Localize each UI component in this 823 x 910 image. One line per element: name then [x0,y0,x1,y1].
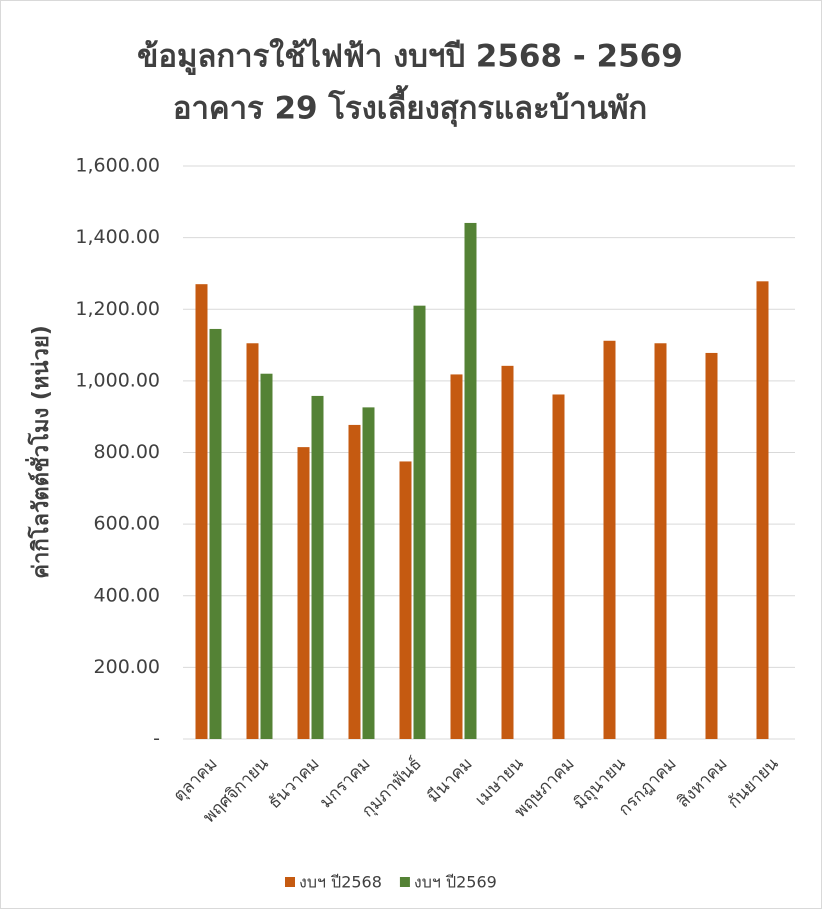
bar [311,395,324,739]
bar [209,328,222,739]
y-tick-label: 1,000.00 [75,369,160,391]
bar [413,305,426,739]
bar [501,365,514,739]
y-tick-label: - [153,728,160,750]
y-tick-label: 400.00 [94,584,160,606]
chart-title: อาคาร 29 โรงเลี้ยงสุกรและบ้านพัก [173,85,647,128]
y-tick-label: 600.00 [94,513,160,535]
bar [260,373,273,739]
bar [552,394,565,739]
bar [348,424,361,739]
y-tick-label: 200.00 [94,656,160,678]
bar [399,461,412,739]
bar [654,343,667,739]
y-tick-label: 1,400.00 [75,226,160,248]
legend-label: งบฯ ปี2568 [299,873,382,892]
legend-swatch [399,877,410,887]
legend-swatch [285,877,295,887]
y-tick-label: 1,200.00 [75,298,160,320]
bar [464,222,477,739]
bar [450,374,463,739]
bar [756,281,769,739]
y-axis-label: ค่ากิโลวัตต์ชั่วโมง (หน่วย) [24,325,54,579]
bar [297,447,310,739]
y-tick-label: 1,600.00 [75,155,160,177]
chart-title: ข้อมูลการใช้ไฟฟ้า งบฯปี 2568 - 2569 [137,38,683,76]
bar [246,343,259,739]
bar [195,284,208,739]
y-tick-label: 800.00 [94,441,160,463]
bar [705,352,718,739]
bar [603,340,616,739]
legend-label: งบฯ ปี2569 [414,873,497,892]
bar [362,407,375,739]
